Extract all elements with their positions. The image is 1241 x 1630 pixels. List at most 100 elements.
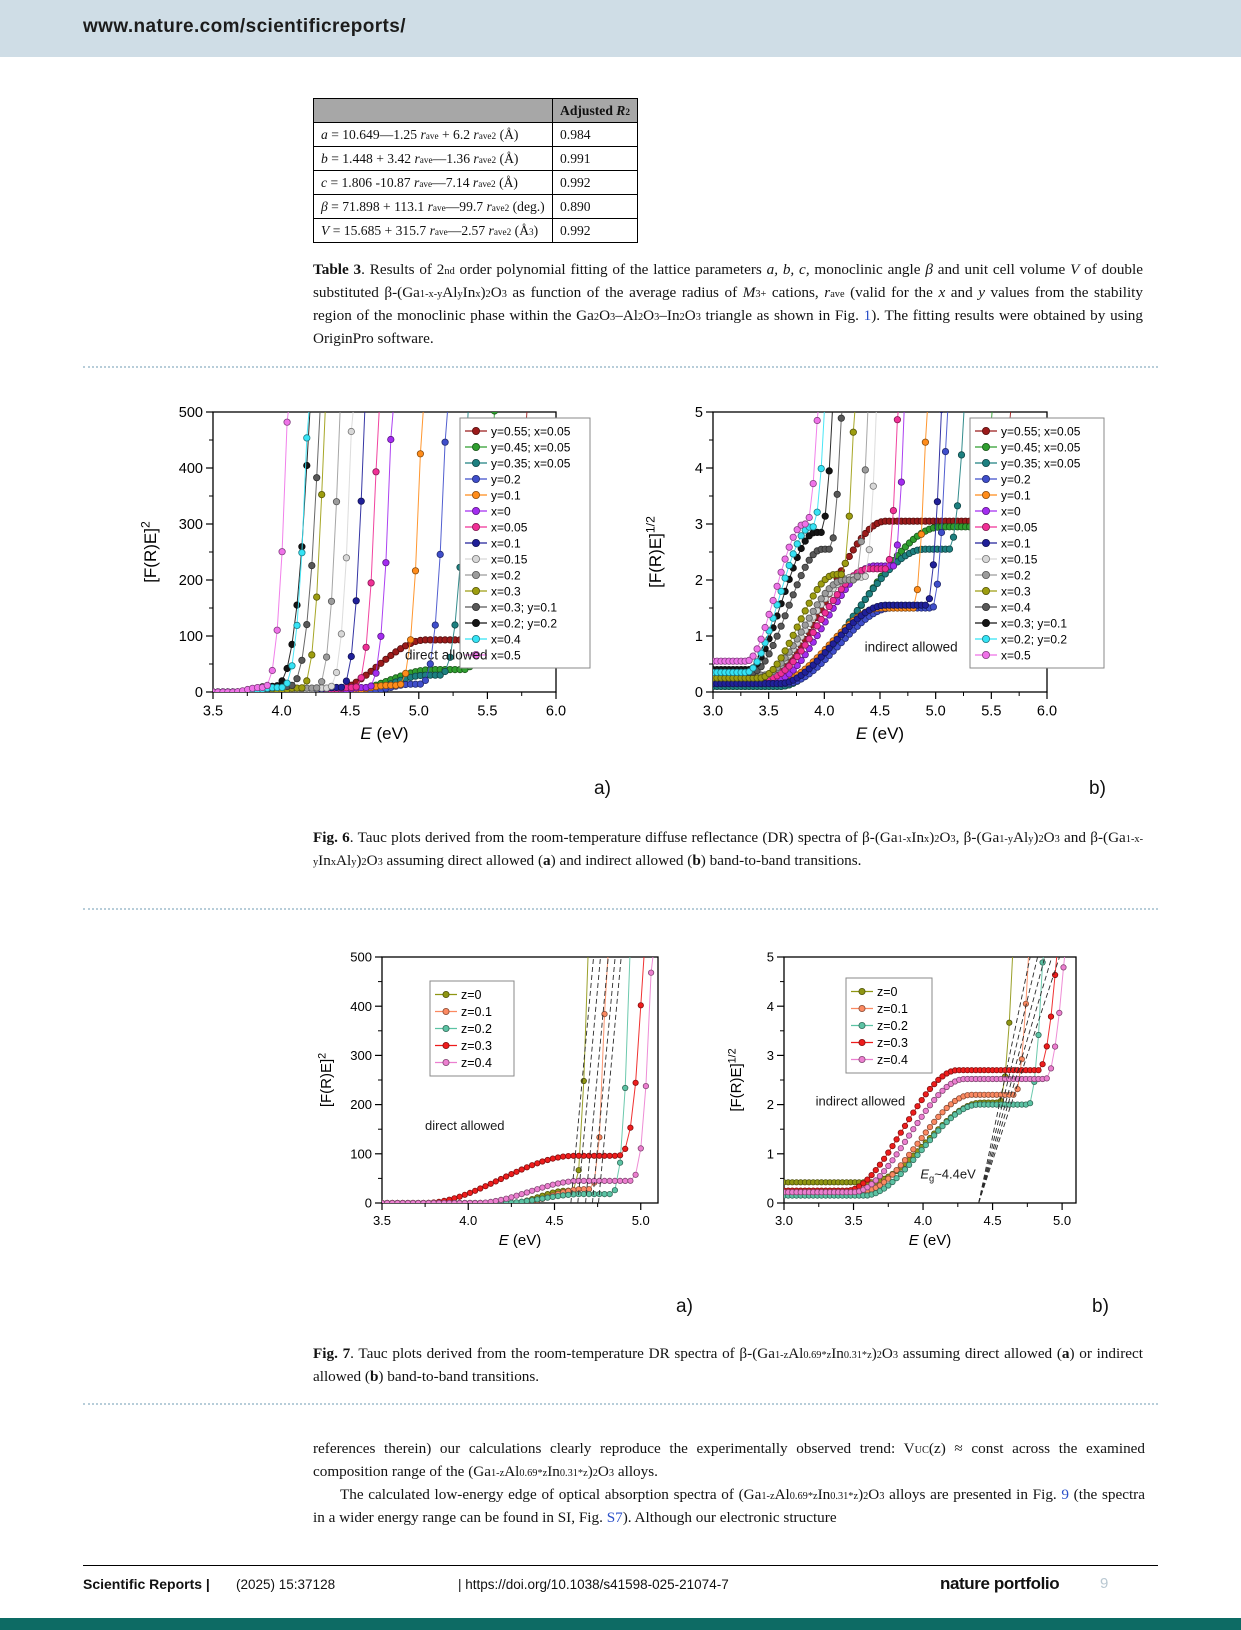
svg-text:z=0: z=0 [461,988,482,1002]
svg-text:x=0: x=0 [491,504,511,518]
svg-text:x=0.3: x=0.3 [1001,584,1031,598]
svg-text:200: 200 [179,573,203,589]
text-link[interactable]: 1 [863,307,872,324]
svg-text:E (eV): E (eV) [499,1232,542,1249]
svg-text:y=0.35; x=0.05: y=0.35; x=0.05 [1001,456,1081,470]
svg-text:6.0: 6.0 [546,704,566,720]
svg-text:4.5: 4.5 [545,1213,563,1228]
svg-text:3: 3 [767,1048,774,1063]
svg-text:400: 400 [350,999,372,1014]
nature-portfolio-logo: nature portfolio [940,1574,1060,1593]
svg-text:500: 500 [350,950,372,965]
svg-text:5.0: 5.0 [926,704,946,720]
svg-text:x=0.5: x=0.5 [1001,648,1031,662]
svg-text:500: 500 [179,405,203,421]
svg-text:[F(R)E]1/2: [F(R)E]1/2 [645,516,665,588]
svg-text:x=0.5: x=0.5 [491,648,521,662]
svg-text:y=0.45; x=0.05: y=0.45; x=0.05 [491,440,571,454]
table-header-adjusted-r2: Adjusted R2 [552,98,638,123]
svg-text:100: 100 [350,1146,372,1161]
table-row: V = 15.685 + 315.7 rave—2.57 rave2 (Å3) … [313,218,638,243]
svg-text:x=0.05: x=0.05 [491,520,528,534]
svg-text:x=0.4: x=0.4 [491,632,521,646]
svg-text:5.0: 5.0 [632,1213,650,1228]
svg-text:2: 2 [695,573,703,589]
svg-text:direct allowed: direct allowed [425,1118,505,1133]
text-link[interactable]: S7 [606,1509,623,1526]
formula-cell: c = 1.806 -10.87 rave—7.14 rave2 (Å) [313,170,553,195]
svg-text:4.0: 4.0 [814,704,834,720]
section-divider [83,908,1158,910]
svg-text:z=0.1: z=0.1 [877,1002,908,1016]
svg-text:x=0.3; y=0.1: x=0.3; y=0.1 [1001,616,1067,630]
svg-text:3: 3 [695,517,703,533]
svg-text:4.5: 4.5 [340,704,360,720]
svg-text:z=0.2: z=0.2 [461,1022,492,1036]
table3-caption: Table 3. Results of 2nd order polynomial… [313,261,1143,347]
section-divider [83,1403,1158,1405]
svg-text:y=0.2: y=0.2 [491,472,521,486]
svg-text:x=0.05: x=0.05 [1001,520,1038,534]
fig7a-tauc-plot-direct: 3.5 4.0 4.5 5.0 0 100 200 300 400 500 E (eV) [F(R)E… [318,950,659,1249]
svg-text:z=0.1: z=0.1 [461,1005,492,1019]
fig7-panel-b-label: b) [1092,1296,1109,1317]
fig7-panel-a-label: a) [676,1296,693,1317]
fig6-panel-b-label: b) [1089,778,1106,799]
svg-text:0: 0 [767,1196,774,1211]
fig6-panel-a-label: a) [594,778,611,799]
svg-text:5.5: 5.5 [477,704,497,720]
svg-text:x=0.2; y=0.2: x=0.2; y=0.2 [491,616,557,630]
table-row: c = 1.806 -10.87 rave—7.14 rave2 (Å) 0.9… [313,170,638,195]
svg-text:4.0: 4.0 [914,1213,932,1228]
journal-url: www.nature.com/scientificreports/ [83,16,406,37]
svg-text:5: 5 [767,950,774,965]
svg-text:y=0.45; x=0.05: y=0.45; x=0.05 [1001,440,1081,454]
svg-text:6.0: 6.0 [1037,704,1057,720]
svg-text:3.5: 3.5 [759,704,779,720]
r2-cell: 0.992 [552,170,638,195]
svg-text:4: 4 [767,999,774,1014]
fig7b-tauc-plot-indirect: 3.0 3.5 4.0 4.5 5.0 0 1 2 3 4 5 E (eV) [F(R)E]1/2 z=0… [728,950,1077,1249]
svg-text:x=0.3: x=0.3 [491,584,521,598]
svg-text:300: 300 [350,1048,372,1063]
formula-cell: β = 71.898 + 113.1 rave—99.7 rave2 (deg.… [313,194,553,219]
svg-text:x=0.2; y=0.2: x=0.2; y=0.2 [1001,632,1067,646]
section-divider [83,366,1158,368]
svg-text:4.0: 4.0 [459,1213,477,1228]
svg-text:y=0.55; x=0.05: y=0.55; x=0.05 [1001,424,1081,438]
svg-text:4.5: 4.5 [984,1213,1002,1228]
svg-text:[F(R)E]1/2: [F(R)E]1/2 [728,1048,745,1111]
svg-text:direct allowed: direct allowed [405,648,488,663]
svg-text:indirect allowed: indirect allowed [865,640,958,655]
svg-text:1: 1 [695,629,703,645]
svg-text:1: 1 [767,1146,774,1161]
svg-text:z=0.2: z=0.2 [877,1019,908,1033]
svg-text:E (eV): E (eV) [909,1232,952,1249]
header-band: www.nature.com/scientificreports/ [0,0,1241,57]
svg-text:200: 200 [350,1097,372,1112]
svg-text:z=0.4: z=0.4 [461,1056,492,1070]
svg-text:5.0: 5.0 [1053,1213,1071,1228]
fit-results-table: Adjusted R2 a = 10.649—1.25 rave + 6.2 r… [313,98,638,243]
svg-text:100: 100 [179,629,203,645]
svg-text:0: 0 [365,1196,372,1211]
fig6b-tauc-plot-indirect: 3.0 3.5 4.0 4.5 5.0 5.5 6.0 0 1 2 3 4 5 E (eV) [F(R)E]… [645,405,1105,743]
footer-color-bar [0,1618,1241,1630]
svg-text:3.0: 3.0 [703,704,723,720]
footer-journal-name: Scientific Reports | [83,1576,210,1592]
formula-cell: b = 1.448 + 3.42 rave—1.36 rave2 (Å) [313,146,553,171]
svg-text:indirect allowed: indirect allowed [816,1094,906,1109]
body-paragraph: The calculated low-energy edge of optica… [313,1486,1145,1526]
r2-cell: 0.890 [552,194,638,219]
svg-text:x=0.1: x=0.1 [1001,536,1031,550]
body-paragraph: references therein) our calculations cle… [313,1440,1145,1480]
svg-text:x=0.3; y=0.1: x=0.3; y=0.1 [491,600,557,614]
svg-text:x=0.15: x=0.15 [491,552,528,566]
footer-doi-link[interactable]: | https://doi.org/10.1038/s41598-025-210… [458,1577,729,1592]
table-row: b = 1.448 + 3.42 rave—1.36 rave2 (Å) 0.9… [313,146,638,171]
svg-text:3.5: 3.5 [203,704,223,720]
footer-rule [83,1565,1158,1566]
fig6a-tauc-plot-direct: 3.5 4.0 4.5 5.0 5.5 6.0 0 100 200 300 400 500 E (eV)… [139,405,591,743]
svg-text:x=0.4: x=0.4 [1001,600,1031,614]
text-link[interactable]: 9 [1061,1486,1069,1503]
